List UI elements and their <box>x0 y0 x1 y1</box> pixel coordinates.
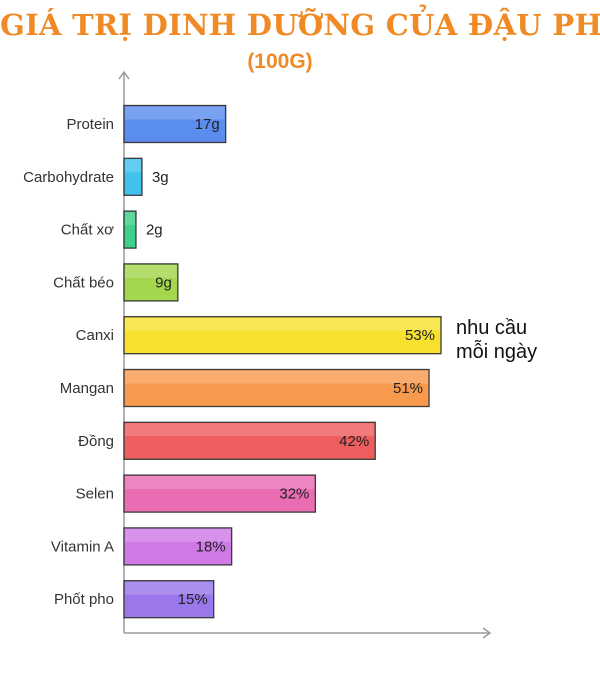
bar-highlight <box>125 528 231 542</box>
category-label: Selen <box>76 486 114 503</box>
bar <box>123 316 442 355</box>
bar-highlight <box>125 423 375 437</box>
bar <box>123 210 137 249</box>
category-label: Chất béo <box>53 274 114 291</box>
bar-highlight <box>125 581 213 595</box>
category-label: Vitamin A <box>51 538 114 555</box>
bar <box>123 104 227 144</box>
bar <box>123 580 215 619</box>
category-label: Chất xơ <box>61 222 114 239</box>
daily-need-annotation-line-2: mỗi ngày <box>456 341 538 363</box>
data-label: 51% <box>393 380 423 397</box>
data-label: 18% <box>196 538 226 555</box>
data-label: 17g <box>195 116 220 133</box>
category-label: Đồng <box>78 433 114 450</box>
bar <box>123 263 179 302</box>
category-label: Mangan <box>60 380 114 397</box>
bar <box>123 368 430 408</box>
daily-need-annotation-line-1: nhu cầu <box>456 317 528 339</box>
bar-highlight <box>125 476 315 490</box>
bar <box>123 474 317 513</box>
bar <box>123 527 233 566</box>
chart-title: GIÁ TRỊ DINH DƯỠNG CỦA ĐẬU PHỤ <box>0 8 600 42</box>
y-axis-arrow <box>118 70 130 80</box>
x-axis-arrow <box>482 627 492 639</box>
bar-highlight <box>125 370 429 384</box>
bar-highlight <box>125 264 177 278</box>
bar-highlight <box>125 106 225 120</box>
category-label: Carbohydrate <box>23 169 114 186</box>
bar-highlight <box>125 317 440 331</box>
bar-highlight <box>125 159 141 173</box>
data-label: 32% <box>279 486 309 503</box>
data-label: 3g <box>152 169 169 186</box>
category-label: Protein <box>66 116 114 133</box>
data-label: 9g <box>155 274 172 291</box>
daily-need-annotation: nhu cầu mỗi ngày <box>456 316 537 364</box>
data-label: 15% <box>178 591 208 608</box>
category-label: Canxi <box>76 327 114 344</box>
chart-subtitle: (100G) <box>247 50 313 73</box>
data-label: 42% <box>339 433 369 450</box>
data-label: 2g <box>146 222 163 239</box>
category-label: Phốt pho <box>54 591 114 608</box>
bar-highlight <box>125 212 135 226</box>
bar <box>123 421 376 460</box>
bar <box>123 157 143 196</box>
data-label: 53% <box>405 327 435 344</box>
